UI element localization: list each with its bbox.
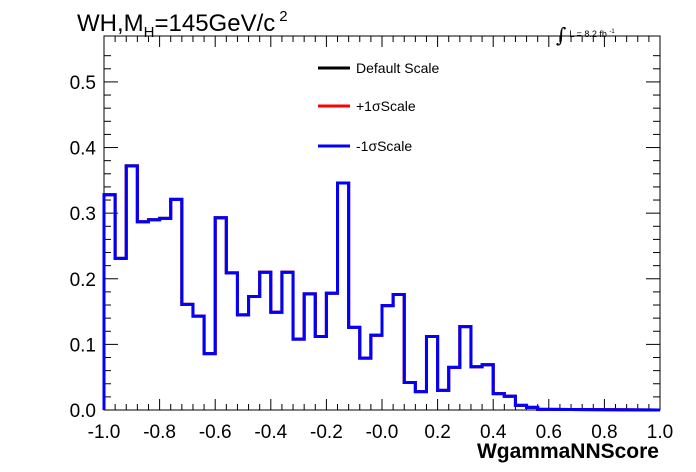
y-tick-label: 0.2 xyxy=(70,270,96,291)
legend: Default Scale +1σScale -1σScale xyxy=(318,60,439,154)
x-tick-label: 1.0 xyxy=(647,422,673,443)
y-tick-label: 0.5 xyxy=(70,73,96,94)
x-tick-label: 0.8 xyxy=(591,422,617,443)
chart-title: WH,MH=145GeV/c 2 xyxy=(77,8,288,41)
integral-symbol: ∫ xyxy=(556,23,567,47)
y-axis: 0.0 0.1 0.2 0.3 0.4 0.5 xyxy=(70,55,660,422)
x-tick-label: 0.6 xyxy=(536,422,562,443)
x-tick-label: -0.0 xyxy=(366,422,399,443)
series-line-2 xyxy=(102,164,661,412)
x-tick-label: -0.2 xyxy=(310,422,343,443)
series-layer xyxy=(102,164,661,412)
x-tick-label: -1.0 xyxy=(88,422,121,443)
y-tick-label: 0.0 xyxy=(70,401,96,422)
plot-frame xyxy=(103,35,661,411)
x-tick-label: 0.2 xyxy=(424,422,450,443)
y-tick-label: 0.3 xyxy=(70,204,96,225)
x-tick-label: 0.4 xyxy=(480,422,507,443)
luminosity-label: ∫ L = 8.2 fb -1 xyxy=(556,23,615,47)
y-tick-label: 0.4 xyxy=(70,139,97,160)
legend-label-0: Default Scale xyxy=(356,60,439,76)
x-tick-label: -0.6 xyxy=(199,422,232,443)
x-axis: -1.0 -0.8 -0.6 -0.4 -0.2 -0.0 0.2 0.4 0.6 0.8 1.0 xyxy=(88,36,673,443)
x-tick-label: -0.4 xyxy=(254,422,287,443)
y-tick-label: 0.1 xyxy=(70,335,96,356)
x-axis-label: WgammaNNScore xyxy=(477,440,659,463)
series-line-0 xyxy=(102,164,661,412)
series-line-1 xyxy=(102,164,661,412)
legend-label-2: -1σScale xyxy=(356,138,412,154)
legend-label-1: +1σScale xyxy=(356,98,416,114)
x-tick-label: -0.8 xyxy=(143,422,176,443)
